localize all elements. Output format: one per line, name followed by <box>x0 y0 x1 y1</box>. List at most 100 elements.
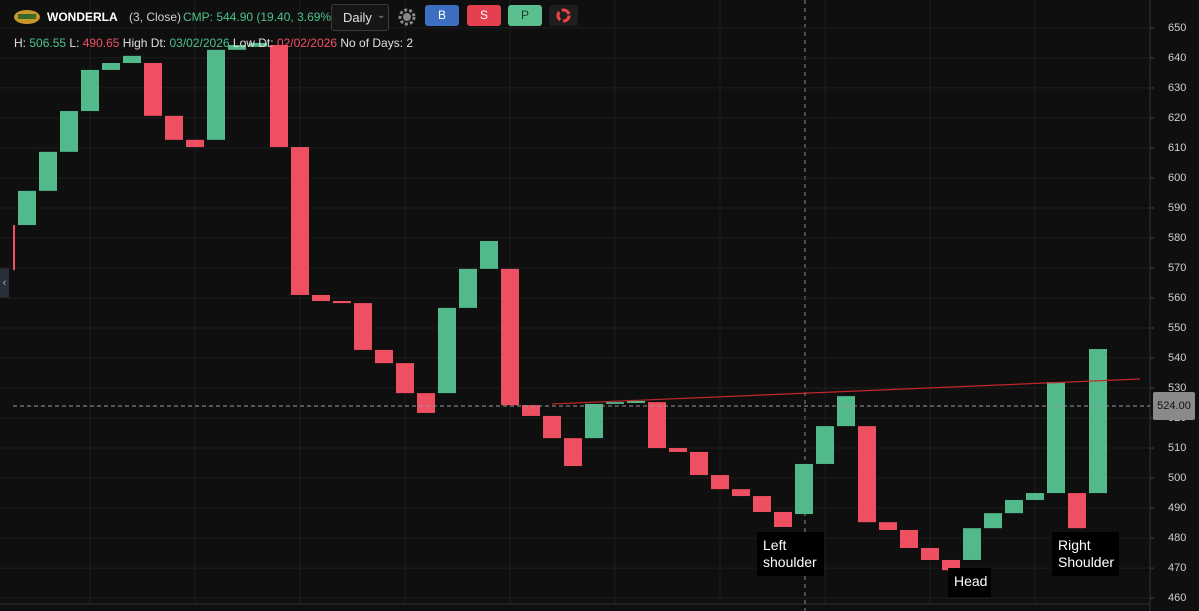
renko-box <box>228 45 246 50</box>
renko-box <box>858 426 876 523</box>
y-tick-label: 530 <box>1168 382 1186 394</box>
renko-box <box>921 547 939 560</box>
side-tab[interactable] <box>0 268 9 298</box>
renko-box <box>438 307 456 394</box>
logo <box>14 10 40 24</box>
y-tick-label: 510 <box>1168 442 1186 454</box>
y-tick-label: 490 <box>1168 502 1186 514</box>
renko-box <box>984 513 1002 529</box>
high-value: 506.55 <box>29 36 67 50</box>
y-tick-label: 630 <box>1168 82 1186 94</box>
renko-box <box>501 268 519 406</box>
renko-box <box>627 400 645 404</box>
renko-box <box>1047 382 1065 494</box>
renko-box <box>459 268 477 308</box>
settings-icon[interactable] <box>398 8 416 26</box>
annotation: Right Shoulder <box>1052 532 1119 576</box>
high-label: H: <box>14 36 26 50</box>
cmp: CMP: 544.90 (19.40, 3.69%) <box>183 10 336 24</box>
renko-box <box>942 559 960 571</box>
ring <box>556 8 571 23</box>
renko-box <box>585 403 603 439</box>
y-tick-label: 550 <box>1168 322 1186 334</box>
renko-box <box>753 496 771 512</box>
price-label-box <box>1153 392 1195 421</box>
annotation: Head <box>948 568 991 597</box>
dropdown-arrow: ⌄ <box>377 10 386 21</box>
low-date-label: Low Dt: <box>232 36 274 50</box>
info-line: H: 506.55 L: 490.65 High Dt: 03/02/2026 … <box>14 35 413 51</box>
symbol: WONDERLA <box>47 10 118 24</box>
y-tick-label: 580 <box>1168 232 1186 244</box>
y-tick-label: 560 <box>1168 292 1186 304</box>
p-button[interactable]: P <box>508 5 542 26</box>
y-tick-label: 610 <box>1168 142 1186 154</box>
annotation: Left shoulder <box>757 532 824 576</box>
renko-box <box>417 393 435 413</box>
renko-box <box>81 69 99 112</box>
renko-box <box>648 402 666 449</box>
renko-box <box>837 396 855 427</box>
renko-box <box>795 463 813 515</box>
y-tick-label: 460 <box>1168 592 1186 604</box>
renko-box <box>291 147 309 295</box>
renko-box <box>1026 493 1044 500</box>
y-tick-label: 540 <box>1168 352 1186 364</box>
renko-box <box>774 511 792 527</box>
renko-box <box>13 225 15 271</box>
renko-box <box>1068 493 1086 529</box>
y-tick-label: 570 <box>1168 262 1186 274</box>
low-date: 02/02/2026 <box>276 36 337 50</box>
renko-box <box>606 402 624 404</box>
renko-box <box>1005 499 1023 514</box>
y-tick-label: 590 <box>1168 202 1186 214</box>
renko-box <box>102 63 120 70</box>
renko-box <box>165 115 183 140</box>
sell-button[interactable]: S <box>467 5 501 26</box>
renko-box <box>249 42 267 47</box>
renko-box <box>732 489 750 497</box>
y-tick-label: 470 <box>1168 562 1186 574</box>
renko-box <box>711 475 729 490</box>
low-value: 490.65 <box>82 36 120 50</box>
ring-icon <box>556 8 571 23</box>
plot-area <box>13 42 1141 571</box>
buy-button[interactable]: B <box>425 5 459 26</box>
interval-select[interactable]: Daily ⌄ <box>331 4 389 31</box>
chart-type-button[interactable] <box>549 5 578 26</box>
renko-box <box>690 451 708 476</box>
y-tick-label: 620 <box>1168 112 1186 124</box>
renko-box <box>1089 349 1107 494</box>
renko-box <box>669 448 687 452</box>
y-tick-label: 480 <box>1168 532 1186 544</box>
renko-box <box>396 363 414 394</box>
gear-teeth <box>398 8 416 26</box>
renko-box <box>900 529 918 548</box>
gear-center <box>403 13 411 21</box>
renko-box <box>207 49 225 140</box>
renko-box <box>39 151 57 191</box>
price-label: 524.00 <box>1157 400 1191 412</box>
interval-label: Daily <box>343 10 372 25</box>
y-tick-label: 650 <box>1168 22 1186 34</box>
renko-box <box>60 111 78 152</box>
renko-box <box>123 55 141 64</box>
days: No of Days: 2 <box>340 36 414 50</box>
high-date-label: High Dt: <box>122 36 167 50</box>
logo-band <box>18 14 36 19</box>
renko-box <box>270 45 288 148</box>
renko-box <box>522 405 540 416</box>
renko-box <box>480 240 498 269</box>
y-tick-label: 600 <box>1168 172 1186 184</box>
low-label: L: <box>69 36 80 50</box>
renko-box <box>144 63 162 116</box>
side-tab-icon: ‹ <box>3 277 7 289</box>
y-tick-label: 500 <box>1168 472 1186 484</box>
renko-box <box>333 300 351 304</box>
trendline <box>551 378 1141 405</box>
params: (3, Close) <box>129 10 182 24</box>
renko-box <box>564 438 582 467</box>
